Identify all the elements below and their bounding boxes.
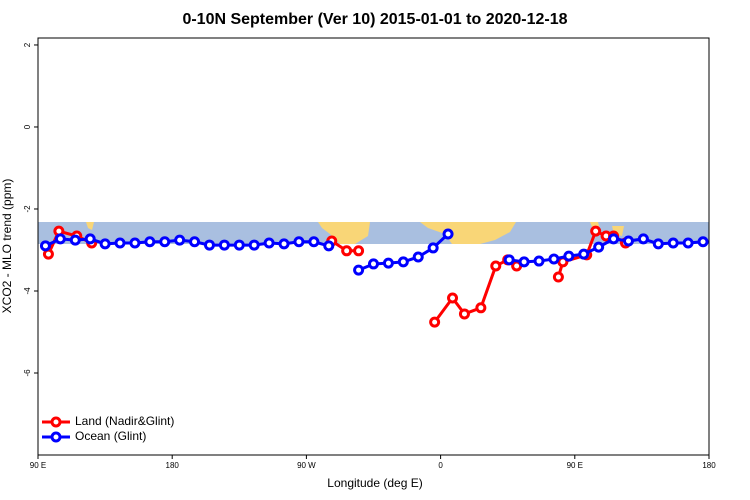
y-tick-label: -4: [23, 287, 32, 295]
data-point: [368, 258, 379, 270]
data-point: [622, 235, 634, 247]
data-point: [578, 248, 590, 260]
data-point: [353, 245, 365, 257]
data-point: [563, 250, 575, 262]
y-tick-label: -2: [23, 205, 32, 213]
plot-frame: [37, 37, 710, 456]
data-point: [397, 256, 409, 268]
legend-marker: [50, 416, 62, 428]
data-point: [218, 239, 230, 251]
y-tick-label: 0: [23, 124, 32, 129]
data-point: [447, 292, 459, 304]
data-point: [84, 233, 96, 245]
data-point: [278, 238, 290, 250]
legend-label: Land (Nadir&Glint): [75, 414, 174, 428]
data-point: [429, 316, 441, 328]
series-line: [433, 258, 518, 324]
data-point: [293, 236, 305, 248]
map-band: [38, 222, 709, 244]
data-point: [667, 237, 679, 249]
data-point: [518, 256, 530, 268]
data-point: [548, 253, 560, 265]
x-tick-label: 180: [702, 461, 716, 470]
data-point: [682, 237, 694, 249]
data-point: [69, 234, 81, 246]
data-point: [189, 236, 201, 248]
x-tick-label: 0: [438, 461, 443, 470]
x-tick-label: 180: [166, 461, 180, 470]
data-point: [552, 271, 564, 283]
data-point: [341, 245, 353, 257]
data-point: [458, 308, 470, 320]
data-point: [652, 238, 664, 250]
data-point: [442, 228, 454, 240]
data-point: [608, 233, 620, 245]
data-point: [503, 254, 515, 266]
x-tick-label: 90 W: [297, 461, 316, 470]
y-tick-label: -6: [23, 369, 32, 377]
x-tick-label: 90 E: [30, 461, 46, 470]
data-point: [39, 240, 51, 252]
data-point: [475, 302, 487, 314]
chart-title: 0-10N September (Ver 10) 2015-01-01 to 2…: [182, 11, 567, 28]
data-point: [159, 236, 171, 248]
y-axis-label: XCO2 - MLO trend (ppm): [0, 179, 14, 314]
legend-marker: [50, 431, 62, 443]
data-point: [533, 255, 545, 267]
y-tick-label: 2: [23, 42, 32, 47]
x-tick-label: 90 E: [567, 461, 583, 470]
data-point: [412, 251, 424, 263]
data-point: [308, 236, 320, 248]
data-point: [144, 236, 156, 248]
legend-label: Ocean (Glint): [75, 429, 146, 443]
data-point: [54, 233, 66, 245]
data-point: [174, 234, 186, 246]
data-point: [382, 257, 394, 269]
data-point: [593, 241, 605, 253]
data-point: [99, 238, 111, 250]
data-point: [248, 239, 260, 251]
data-point: [323, 240, 335, 252]
data-point: [263, 237, 275, 249]
data-point: [427, 242, 439, 254]
data-point: [590, 225, 602, 237]
data-point: [490, 260, 502, 272]
data-point: [637, 233, 649, 245]
data-point: [114, 237, 126, 249]
data-point: [697, 236, 709, 248]
data-point: [233, 239, 245, 251]
data-point: [203, 239, 215, 251]
data-point: [129, 237, 141, 249]
data-point: [353, 264, 365, 276]
x-axis-label: Longitude (deg E): [327, 476, 422, 490]
